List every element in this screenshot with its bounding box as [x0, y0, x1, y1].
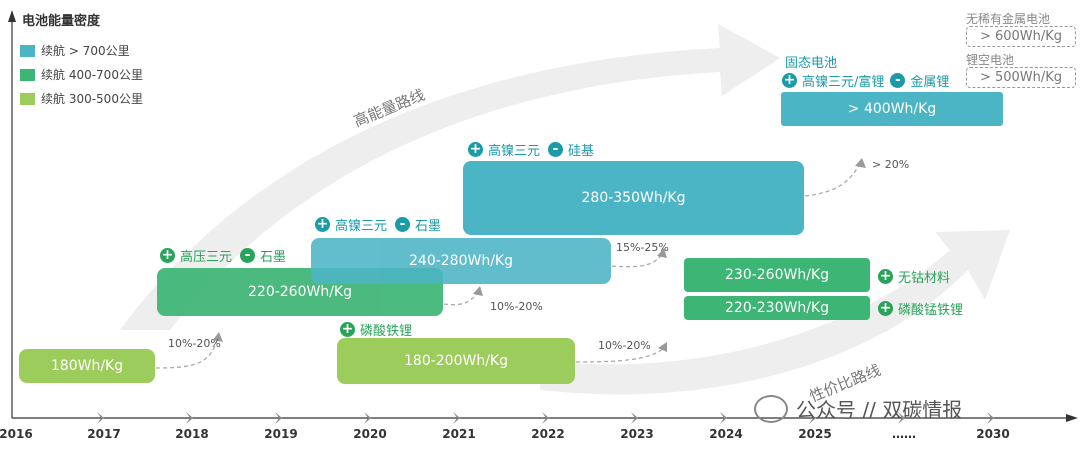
year-label: 2021: [442, 427, 476, 441]
axis-chevron: [186, 412, 193, 424]
tag-lmfp: + 磷酸锰铁锂: [878, 300, 964, 318]
tag-2018: + 高压三元 - 石墨: [160, 247, 287, 265]
year-label: 2024: [709, 427, 743, 441]
axis-chevron: [275, 412, 282, 424]
year-label: 2025: [798, 427, 832, 441]
pct-label-2: 10%-20%: [490, 300, 543, 313]
pct-label-3: 15%-25%: [616, 241, 669, 254]
connector-4-head: [658, 342, 667, 352]
y-axis-arrowhead: [8, 10, 16, 22]
solid-state-title: 固态电池: [785, 56, 838, 71]
axis-chevrons: [97, 412, 994, 424]
year-label: 2022: [531, 427, 565, 441]
box-230-260: 230-260Wh/Kg: [684, 258, 870, 292]
connector-3: [611, 253, 663, 268]
axis-chevron: [987, 412, 994, 424]
axis-chevron: [453, 412, 460, 424]
year-label: 2020: [353, 427, 387, 441]
connector-2: [443, 291, 479, 306]
connector-4: [575, 347, 665, 363]
box-240-280: 240-280Wh/Kg: [311, 238, 611, 284]
pct-label-5: > 20%: [872, 158, 910, 171]
year-label: 2016: [0, 427, 33, 441]
plus-icon: +: [315, 216, 330, 232]
tag-solid-state: + 高镍三元/富锂 - 金属锂: [782, 72, 950, 90]
tag-2021: + 高镍三元 - 硅基: [468, 141, 595, 159]
box-180: 180Wh/Kg: [19, 349, 155, 383]
year-label: ……: [892, 427, 916, 441]
box-220-230: 220-230Wh/Kg: [684, 296, 870, 320]
plus-icon: +: [340, 321, 355, 337]
connector-1-head: [213, 332, 223, 342]
plus-icon: +: [782, 72, 797, 88]
value-route-arrow: [540, 230, 1010, 395]
box-280-350: 280-350Wh/Kg: [463, 161, 804, 235]
tag-cobalt-free: + 无钴材料: [878, 268, 951, 286]
pct-label-1: 10%-20%: [168, 337, 221, 350]
minus-icon: -: [240, 248, 256, 263]
plus-icon: +: [878, 268, 893, 284]
connector-1: [155, 337, 219, 369]
plus-icon: +: [160, 247, 175, 263]
chart-title: 电池能量密度: [22, 14, 101, 29]
x-axis-arrowhead: [1066, 414, 1078, 422]
minus-icon: -: [395, 217, 411, 232]
axis-chevron: [97, 412, 104, 424]
legend-item-short: 续航 300-500公里: [20, 90, 143, 107]
tag-lfp: + 磷酸铁锂: [340, 321, 413, 339]
connector-5-head: [855, 158, 866, 168]
future-a-value: > 600Wh/Kg: [966, 26, 1076, 47]
plus-icon: +: [468, 141, 483, 157]
year-label: 2019: [264, 427, 298, 441]
connector-2-head: [473, 286, 483, 296]
year-label: 2018: [175, 427, 209, 441]
pct-label-4: 10%-20%: [598, 339, 651, 352]
tag-2019: + 高镍三元 - 石墨: [315, 216, 442, 234]
box-180-200: 180-200Wh/Kg: [337, 338, 575, 384]
axis-chevron: [809, 412, 816, 424]
connector-3-head: [657, 248, 667, 258]
axis-chevron: [720, 412, 727, 424]
future-b-value: > 500Wh/Kg: [966, 67, 1076, 88]
year-label: 2017: [87, 427, 121, 441]
axis-chevron: [898, 412, 905, 424]
watermark: 公众号 // 双碳情报: [754, 394, 962, 423]
connector-5: [804, 163, 861, 197]
wechat-icon: [754, 394, 788, 423]
plus-icon: +: [878, 300, 893, 316]
year-label: 2030: [976, 427, 1010, 441]
axis-chevron: [364, 412, 371, 424]
axis-chevron: [631, 412, 638, 424]
box-400: > 400Wh/Kg: [781, 92, 1003, 126]
legend-item-mid: 续航 400-700公里: [20, 66, 143, 83]
legend-item-long: 续航 > 700公里: [20, 42, 130, 59]
minus-icon: -: [548, 142, 564, 157]
year-label: 2023: [620, 427, 654, 441]
legend-swatch: [20, 68, 35, 81]
legend-swatch: [20, 92, 35, 105]
future-b-title: 锂空电池: [966, 53, 1015, 67]
axis-chevron: [542, 412, 549, 424]
future-a-title: 无稀有金属电池: [966, 12, 1051, 26]
legend-swatch: [20, 44, 35, 57]
minus-icon: -: [890, 73, 906, 88]
